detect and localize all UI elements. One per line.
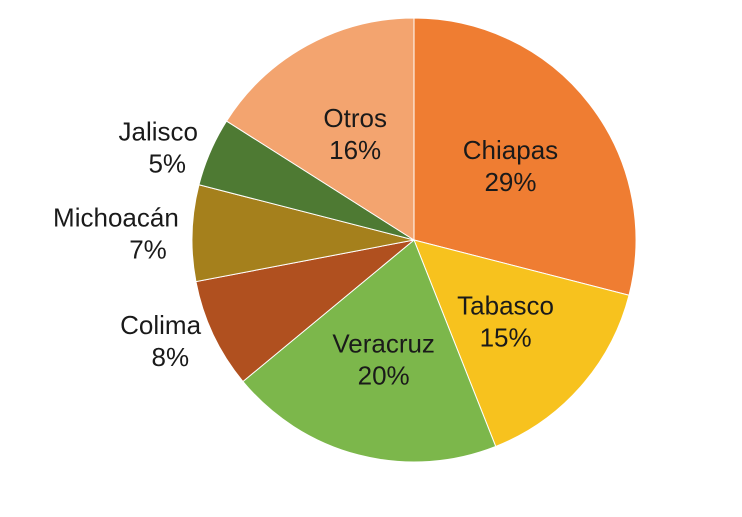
slice-value-label: 8% <box>151 342 189 372</box>
slice-value-label: 7% <box>129 235 167 265</box>
slice-value-label: 20% <box>358 360 410 390</box>
slice-label: Colima <box>120 310 201 340</box>
slice-label: Otros <box>323 103 387 133</box>
pie-slice <box>413 17 637 296</box>
slice-label: Jalisco <box>119 117 198 147</box>
pie-slice <box>413 239 630 448</box>
slice-value-label: 29% <box>484 167 536 197</box>
slice-label: Tabasco <box>457 291 554 321</box>
slice-value-label: 16% <box>329 135 381 165</box>
pie-slice <box>242 239 497 463</box>
pie-slice <box>195 239 415 383</box>
slice-value-label: 5% <box>148 149 186 179</box>
pie-slice <box>225 17 415 241</box>
slice-label: Veracruz <box>332 328 435 358</box>
slice-value-label: 15% <box>480 323 532 353</box>
slice-label: Chiapas <box>463 135 558 165</box>
slice-label: Michoacán <box>53 203 179 233</box>
